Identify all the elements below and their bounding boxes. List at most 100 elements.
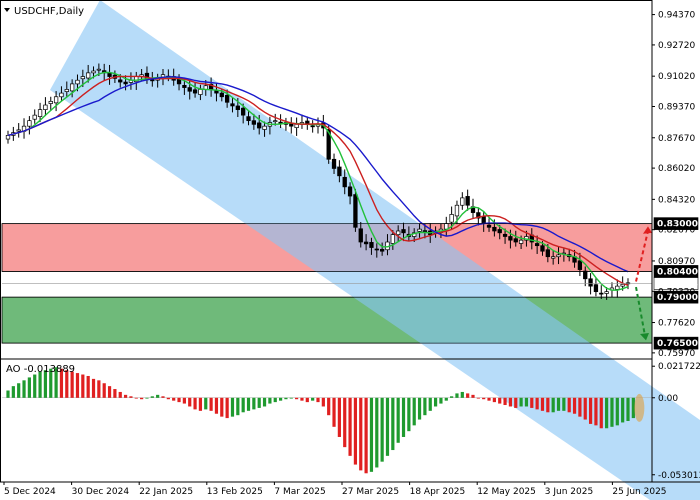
candle-body bbox=[182, 85, 187, 88]
ao-bar bbox=[556, 397, 561, 411]
ma-mid-line bbox=[7, 75, 629, 286]
candle-body bbox=[48, 101, 53, 104]
candle-body bbox=[449, 214, 454, 223]
ao-bar bbox=[508, 397, 513, 407]
ao-bar bbox=[546, 397, 550, 413]
candle-body bbox=[69, 83, 75, 92]
ao-bar bbox=[369, 397, 374, 472]
ao-bar bbox=[610, 397, 614, 427]
ao-bar bbox=[177, 397, 181, 403]
time-tick-label: 22 Jan 2025 bbox=[139, 487, 193, 497]
ao-bar bbox=[359, 397, 363, 471]
candle-body bbox=[75, 79, 80, 85]
candle-body bbox=[534, 243, 540, 247]
ao-bar bbox=[22, 380, 26, 398]
candle-body bbox=[417, 228, 422, 232]
ao-tick-label: 0.021722 bbox=[658, 362, 700, 372]
candle-body bbox=[347, 186, 353, 197]
candle-body bbox=[246, 116, 251, 122]
candle-body bbox=[224, 94, 230, 103]
candle-body bbox=[454, 204, 460, 217]
time-tick-label: 13 Feb 2025 bbox=[207, 487, 263, 497]
candle-body bbox=[331, 158, 337, 169]
ao-bar bbox=[54, 367, 58, 398]
level-label-box bbox=[653, 217, 699, 230]
candle-body bbox=[16, 129, 21, 132]
candle-body bbox=[481, 216, 486, 224]
ao-bar bbox=[156, 394, 160, 398]
ao-bar bbox=[49, 368, 53, 398]
candle-body bbox=[278, 121, 283, 124]
ao-bar bbox=[86, 375, 90, 398]
ao-bar bbox=[353, 397, 358, 465]
candle-body bbox=[214, 90, 219, 94]
ao-bar bbox=[6, 390, 10, 398]
candle-body bbox=[251, 120, 257, 125]
ao-bar bbox=[594, 397, 598, 426]
ao-bar bbox=[91, 378, 96, 398]
candle-body bbox=[497, 229, 502, 234]
ao-bar bbox=[209, 397, 213, 411]
ao-bar bbox=[524, 397, 529, 407]
ao-bar bbox=[289, 397, 293, 399]
candle-body bbox=[326, 129, 331, 160]
bullish-arrowhead bbox=[643, 226, 652, 234]
time-tick-label: 25 Jun 2025 bbox=[612, 487, 666, 497]
ao-bar bbox=[391, 397, 395, 451]
candle-body bbox=[5, 135, 11, 140]
ao-bar bbox=[257, 397, 261, 408]
candle-body bbox=[235, 105, 240, 110]
ao-highlight bbox=[634, 393, 645, 422]
ao-bar bbox=[567, 397, 571, 413]
candle-body bbox=[337, 166, 342, 177]
ao-bar bbox=[113, 389, 117, 398]
level-label: 0.79000 bbox=[657, 293, 698, 303]
ao-bar bbox=[268, 397, 272, 404]
ao-bar bbox=[123, 394, 128, 398]
ao-bar bbox=[519, 397, 523, 407]
ao-bar bbox=[193, 397, 197, 410]
ao-bar bbox=[278, 397, 283, 401]
time-tick-label: 5 Dec 2024 bbox=[4, 487, 56, 497]
ao-bar bbox=[476, 397, 480, 399]
candle-body bbox=[502, 233, 508, 237]
ao-bar bbox=[70, 371, 74, 398]
ao-bar bbox=[140, 397, 144, 400]
ao-bar bbox=[220, 397, 224, 417]
candle-body bbox=[540, 245, 545, 252]
candle-body bbox=[476, 212, 481, 219]
ao-bar bbox=[150, 396, 154, 398]
ao-bar bbox=[311, 397, 315, 401]
time-tick-label: 30 Dec 2024 bbox=[72, 487, 130, 497]
candle-body bbox=[465, 196, 470, 206]
candle-body bbox=[369, 242, 374, 248]
ao-bar bbox=[332, 397, 336, 427]
ao-bar bbox=[236, 397, 240, 416]
candle-body bbox=[230, 103, 235, 107]
ao-bar bbox=[118, 391, 122, 398]
candle-body bbox=[390, 234, 395, 244]
candle-body bbox=[241, 107, 246, 116]
title-dropdown-icon[interactable] bbox=[4, 8, 10, 12]
candle-body bbox=[545, 249, 550, 258]
ao-bar bbox=[423, 397, 427, 416]
candle-body bbox=[486, 224, 492, 228]
candle-body bbox=[342, 176, 347, 188]
ao-bar bbox=[284, 397, 288, 400]
ao-bar bbox=[583, 397, 587, 420]
ao-bar bbox=[295, 397, 299, 400]
level-label: 0.76500 bbox=[657, 339, 698, 349]
ao-bar bbox=[97, 380, 101, 398]
ao-bar bbox=[364, 397, 368, 474]
level-label: 0.83000 bbox=[657, 220, 698, 230]
candle-body bbox=[363, 241, 369, 245]
ao-bar bbox=[433, 397, 438, 407]
price-tick-label: 0.75970 bbox=[658, 349, 695, 359]
ao-bar bbox=[246, 397, 251, 411]
ao-bar bbox=[385, 397, 390, 456]
ao-bar bbox=[134, 397, 138, 399]
ao-bar bbox=[252, 397, 256, 410]
candle-body bbox=[27, 120, 32, 127]
ao-bar bbox=[455, 393, 459, 398]
candle-body bbox=[492, 226, 497, 232]
